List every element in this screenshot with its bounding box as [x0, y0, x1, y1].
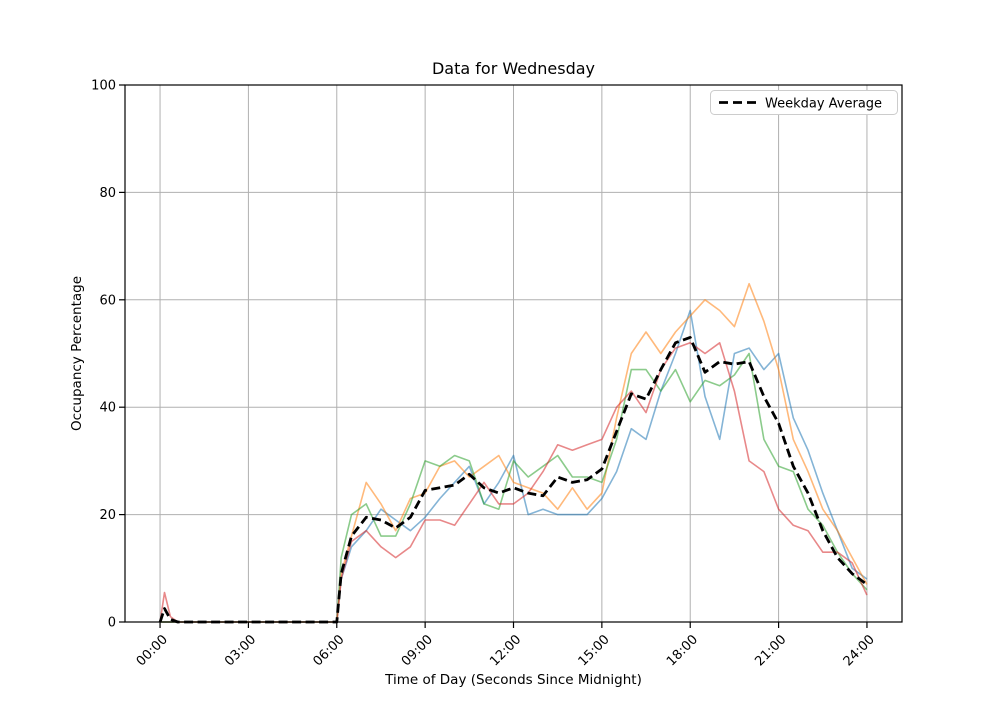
x-tick-label: 15:00	[576, 632, 613, 669]
x-tick-label: 18:00	[664, 632, 701, 669]
x-tick-label: 06:00	[311, 632, 348, 669]
x-tick-label: 24:00	[841, 632, 878, 669]
legend-entry-label: Weekday Average	[765, 97, 882, 112]
x-tick-label: 21:00	[752, 632, 789, 669]
legend-box	[710, 90, 898, 115]
x-tick-label: 09:00	[399, 632, 436, 669]
y-axis-label: Occupancy Percentage	[69, 276, 85, 431]
grid-lines	[125, 84, 902, 623]
x-axis-label: Time of Day (Seconds Since Midnight)	[384, 672, 642, 688]
y-tick-label: 60	[99, 293, 116, 308]
y-tick-label: 0	[108, 616, 116, 631]
axes-and-ticks: 00:00 03:00 06:00 09:00 12:00 15:00 18:00 21:00…	[91, 79, 903, 669]
y-tick-label: 40	[99, 401, 116, 416]
chart-title: Data for Wednesday	[432, 59, 595, 78]
y-tick-label: 100	[91, 79, 116, 94]
x-tick-label: 03:00	[222, 632, 259, 669]
legend: Weekday Average	[710, 90, 898, 115]
x-tick-label: 12:00	[487, 632, 524, 669]
y-tick-label: 20	[99, 508, 116, 523]
y-tick-label: 80	[99, 186, 116, 201]
x-tick-label: 00:00	[134, 632, 171, 669]
